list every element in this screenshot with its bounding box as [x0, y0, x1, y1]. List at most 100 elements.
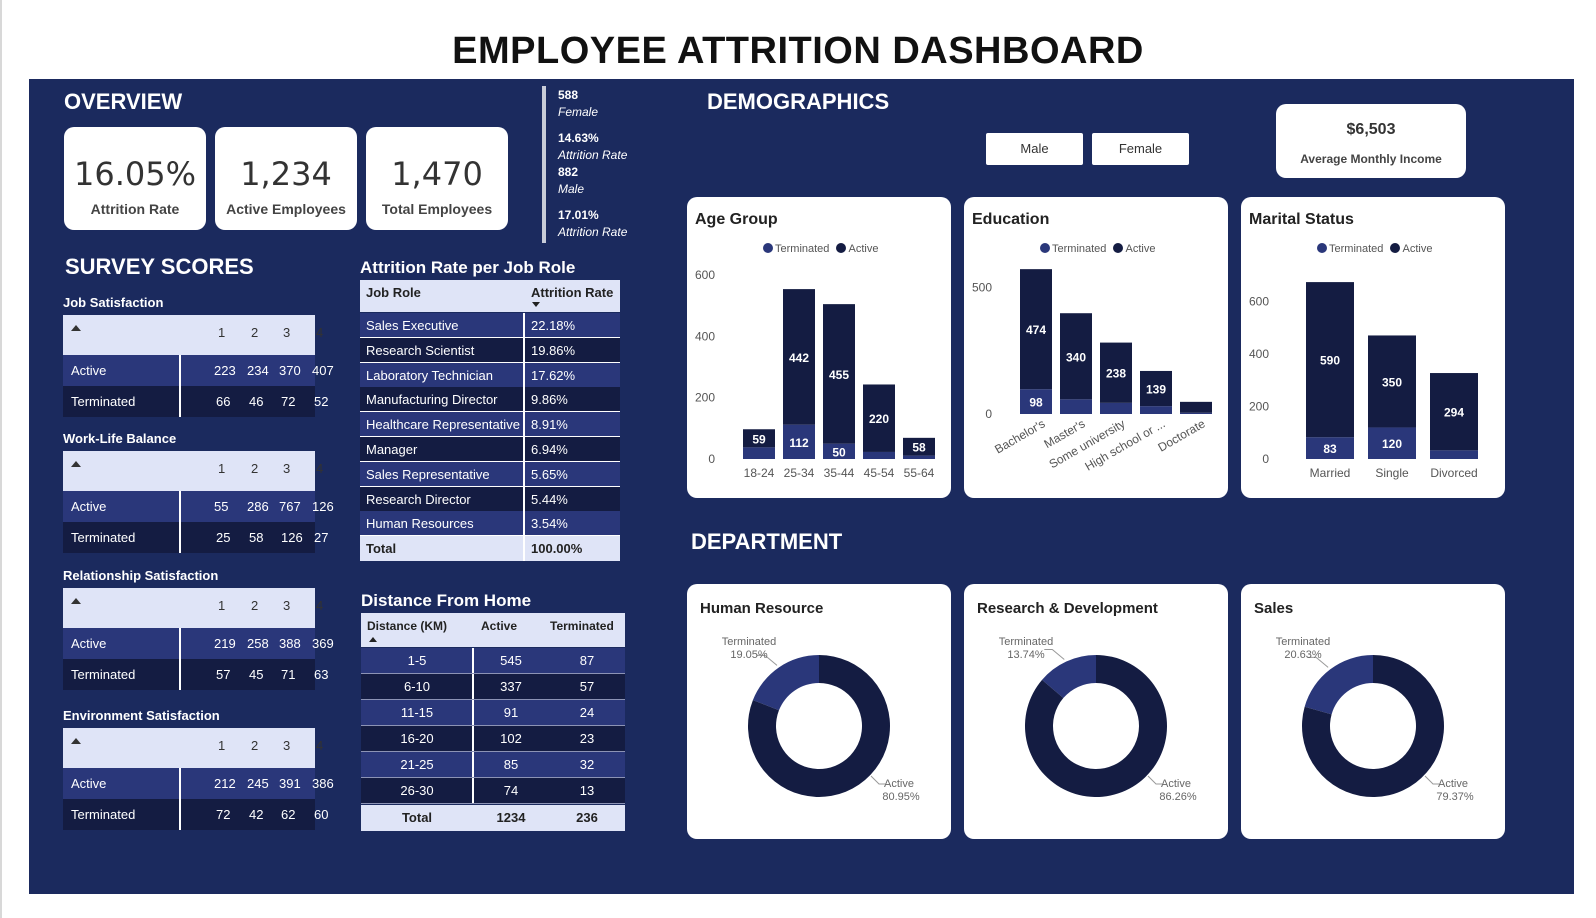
page-title: EMPLOYEE ATTRITION DASHBOARD: [452, 30, 1144, 72]
slice-terminated[interactable]: [752, 655, 819, 711]
bar-active[interactable]: [863, 384, 895, 452]
bar-active[interactable]: [1020, 269, 1052, 390]
distance-header[interactable]: Distance (KM) Active Terminated: [361, 613, 625, 647]
distance-row[interactable]: 11-15 91 24: [361, 700, 625, 726]
education-chart[interactable]: Education Terminated Active 0 500 474 98 Bac…: [964, 197, 1228, 498]
survey-cell: 369: [312, 636, 334, 651]
bar-terminated[interactable]: [1430, 450, 1478, 459]
bar-active[interactable]: [1140, 370, 1172, 407]
job-role-header[interactable]: Job Role Attrition Rate: [360, 280, 620, 312]
bar-terminated[interactable]: [1306, 437, 1354, 459]
data-label-active: 294: [1444, 406, 1464, 420]
slice-terminated[interactable]: [1304, 655, 1373, 715]
bar-active[interactable]: [1430, 373, 1478, 451]
bar-terminated[interactable]: [743, 447, 775, 459]
distance-range: 11-15: [400, 705, 434, 720]
distance-row[interactable]: 6-10 337 57: [361, 674, 625, 700]
job-role-name: Research Director: [366, 491, 471, 507]
survey-col-header: 3: [283, 461, 291, 476]
bar-active[interactable]: [743, 429, 775, 448]
bar-active[interactable]: [903, 437, 935, 456]
research-development-donut[interactable]: Research & Development Terminated 13.74% A…: [964, 584, 1228, 839]
bar-terminated[interactable]: [1100, 402, 1132, 414]
sort-asc-icon[interactable]: [71, 738, 81, 744]
bar-terminated[interactable]: [1180, 412, 1212, 414]
distance-terminated: 57: [579, 679, 595, 694]
x-tick-label: 35-44: [824, 466, 855, 480]
sort-asc-icon[interactable]: [71, 598, 81, 604]
bar-terminated[interactable]: [1140, 406, 1172, 414]
slicer-male-button[interactable]: Male: [986, 133, 1083, 165]
bar-terminated[interactable]: [1060, 399, 1092, 414]
income-card[interactable]: $6,503 Average Monthly Income: [1276, 104, 1466, 178]
distance-terminated: 87: [579, 653, 595, 668]
age-group-chart[interactable]: Age Group Terminated Active 0 200 400 600 59…: [687, 197, 951, 498]
sales-donut[interactable]: Sales Terminated 20.63% Active 79.37%: [1241, 584, 1505, 839]
bar-active[interactable]: [1306, 282, 1354, 438]
job-role-row[interactable]: Human Resources 3.54%: [360, 511, 620, 537]
bar-terminated[interactable]: [783, 424, 815, 459]
survey-table-header[interactable]: 1 2 3 4: [63, 588, 323, 628]
survey-table-header[interactable]: 1 2 3 4: [63, 728, 323, 768]
survey-table-header[interactable]: 1 2 3 4: [63, 451, 323, 491]
bar-active[interactable]: [1060, 313, 1092, 400]
bar-terminated[interactable]: [823, 443, 855, 459]
job-role-row[interactable]: Manager 6.94%: [360, 437, 620, 462]
survey-cell: 55: [214, 499, 229, 514]
chart-title: Human Resource: [700, 600, 824, 617]
total-active: 1234: [496, 810, 526, 825]
bar-active[interactable]: [823, 304, 855, 444]
slice-active[interactable]: [748, 655, 890, 797]
distance-row[interactable]: 16-20 102 23: [361, 726, 625, 752]
survey-cell: 63: [314, 667, 329, 682]
human-resource-donut[interactable]: Human Resource Terminated 19.05% Active 80.…: [687, 584, 951, 839]
slice-active[interactable]: [1025, 655, 1167, 797]
sort-asc-icon[interactable]: [71, 325, 81, 331]
bar-terminated[interactable]: [1020, 389, 1052, 414]
sort-asc-icon[interactable]: [71, 461, 81, 467]
bar-active[interactable]: [1180, 401, 1212, 413]
bar-active[interactable]: [783, 289, 815, 425]
bar-active[interactable]: [1368, 335, 1416, 428]
slicer-female-button[interactable]: Female: [1092, 133, 1189, 165]
x-tick-label: 25-34: [784, 466, 815, 480]
kpi-value: 1,470: [391, 155, 483, 193]
bar-terminated[interactable]: [863, 451, 895, 459]
x-tick-label: 45-54: [864, 466, 895, 480]
kpi-card-active-employees[interactable]: 1,234 Active Employees: [215, 127, 357, 230]
job-role-row[interactable]: Sales Executive 22.18%: [360, 313, 620, 338]
job-role-rate: 19.86%: [531, 342, 576, 358]
sort-desc-icon[interactable]: [532, 302, 540, 307]
job-role-row[interactable]: Research Scientist 19.86%: [360, 337, 620, 363]
slice-value-terminated: 20.63%: [1284, 649, 1322, 661]
survey-col-header: 3: [283, 738, 291, 753]
job-role-row[interactable]: Manufacturing Director 9.86%: [360, 387, 620, 413]
kpi-card-attrition-rate[interactable]: 16.05% Attrition Rate: [64, 127, 206, 230]
leader-line: [1308, 656, 1329, 668]
job-role-row[interactable]: Healthcare Representative 8.91%: [360, 412, 620, 438]
slice-terminated[interactable]: [1042, 655, 1096, 699]
marital-status-chart[interactable]: Marital Status Terminated Active 0 200 400…: [1241, 197, 1505, 498]
bar-terminated[interactable]: [1368, 427, 1416, 459]
kpi-card-total-employees[interactable]: 1,470 Total Employees: [366, 127, 508, 230]
sort-asc-icon[interactable]: [369, 637, 377, 642]
job-role-rate: 8.91%: [531, 417, 568, 433]
distance-active: 545: [500, 653, 522, 668]
row-divider: [361, 777, 625, 778]
bar-terminated[interactable]: [903, 455, 935, 459]
slice-active[interactable]: [1302, 655, 1444, 797]
survey-table-title: Work-Life Balance: [63, 431, 177, 446]
job-role-row[interactable]: Research Director 5.44%: [360, 486, 620, 512]
bar-active[interactable]: [1100, 342, 1132, 403]
survey-table-header[interactable]: 1 2 3 4: [63, 315, 323, 355]
job-role-row[interactable]: Laboratory Technician 17.62%: [360, 362, 620, 388]
distance-range: 16-20: [400, 731, 434, 746]
distance-row[interactable]: 1-5 545 87: [361, 648, 625, 674]
male-attrition-rate: 17.01%: [558, 208, 599, 222]
distance-row[interactable]: 21-25 85 32: [361, 752, 625, 778]
legend-active-swatch: [1113, 243, 1124, 253]
legend-active: Active: [1402, 243, 1433, 255]
male-label: Male: [558, 182, 585, 196]
distance-row[interactable]: 26-30 74 13: [361, 778, 625, 804]
job-role-row[interactable]: Sales Representative 5.65%: [360, 461, 620, 487]
